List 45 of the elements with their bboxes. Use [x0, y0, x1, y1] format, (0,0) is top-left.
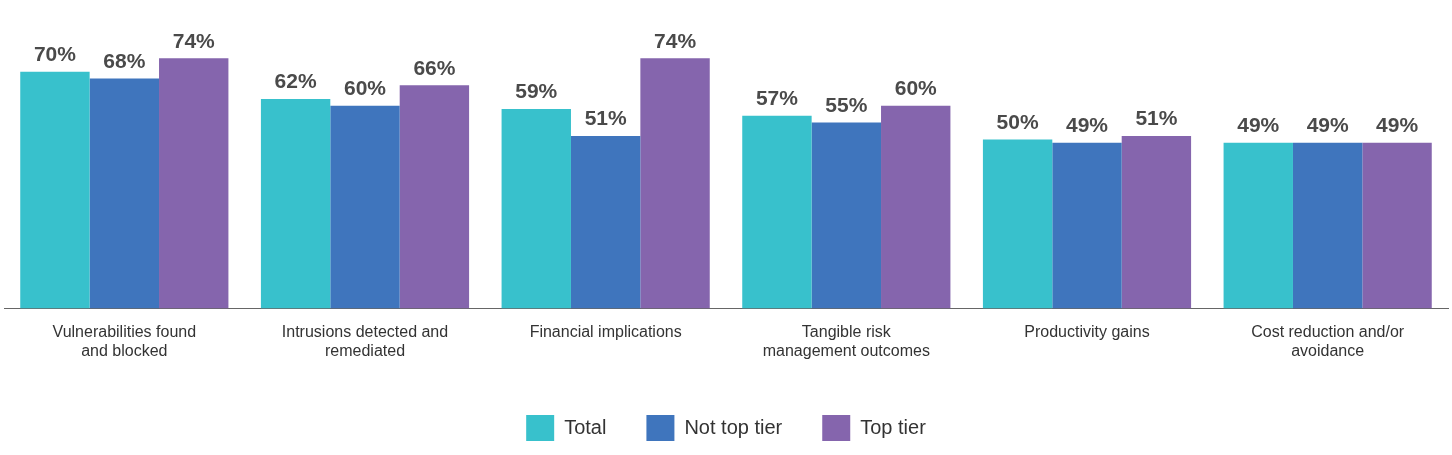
data-label: 62% — [274, 69, 317, 93]
bar — [811, 122, 882, 309]
bar — [399, 85, 470, 309]
data-label: 60% — [894, 75, 938, 99]
data-label: 51% — [584, 106, 628, 130]
bar — [1223, 142, 1293, 309]
data-label: 74% — [172, 28, 216, 52]
x-tick-label: Vulnerabilities found and blocked — [52, 322, 197, 359]
data-label: 74% — [654, 28, 697, 52]
x-tick-label: Tangible risk management outcomes — [762, 322, 930, 359]
data-label: 70% — [33, 42, 77, 66]
data-label: 49% — [1306, 113, 1350, 137]
bar — [260, 98, 331, 309]
data-label: 49% — [1376, 113, 1419, 137]
data-label: 49% — [1065, 113, 1109, 137]
data-label: 66% — [413, 55, 456, 79]
bar — [159, 58, 229, 309]
legend-label: Not top tier — [684, 415, 783, 438]
data-label: 60% — [343, 75, 387, 99]
legend-label: Top tier — [860, 415, 927, 438]
bar — [881, 105, 951, 309]
data-label: 51% — [1135, 106, 1178, 130]
data-label: 49% — [1237, 113, 1280, 137]
bar — [501, 109, 571, 309]
bar — [1052, 142, 1122, 309]
data-label: 55% — [825, 92, 868, 116]
data-label: 50% — [996, 109, 1039, 133]
bar — [330, 105, 400, 309]
x-tick-label: Intrusions detected and remediated — [281, 322, 449, 359]
x-tick-label: Financial implications — [529, 322, 682, 340]
bar — [89, 78, 160, 309]
bar — [982, 139, 1053, 309]
data-label: 59% — [515, 79, 558, 103]
data-label: 68% — [103, 48, 146, 72]
bar — [20, 71, 90, 309]
bar — [570, 136, 641, 309]
bar — [1362, 142, 1432, 309]
x-tick-label: Cost reduction and/or avoidance — [1251, 322, 1405, 359]
legend-label: Total — [564, 415, 607, 438]
x-tick-label: Productivity gains — [1024, 322, 1150, 340]
data-label: 57% — [755, 86, 799, 110]
bar — [1292, 142, 1363, 309]
bar — [640, 58, 710, 309]
bar — [1121, 136, 1192, 309]
bar — [742, 115, 812, 309]
